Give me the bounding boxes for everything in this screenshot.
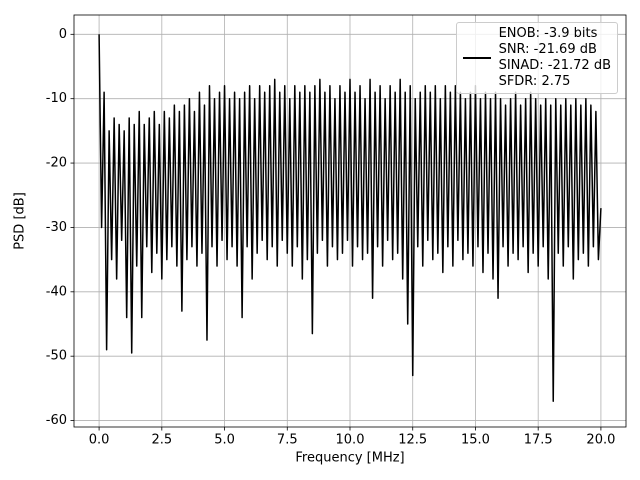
legend-swatch <box>462 57 491 59</box>
y-tick-label: -10 <box>46 91 67 106</box>
x-tick-label: 5.0 <box>214 433 235 448</box>
x-axis-label: Frequency [MHz] <box>295 451 404 466</box>
x-tick-label: 2.5 <box>151 433 172 448</box>
psd-line <box>98 34 602 402</box>
y-tick-label: -50 <box>46 349 67 364</box>
y-tick-label: -20 <box>46 156 67 171</box>
x-tick-label: 7.5 <box>277 433 298 448</box>
x-tick-label: 0.0 <box>89 433 110 448</box>
legend: ENOB: -3.9 bits SNR: -21.69 dB SINAD: -2… <box>455 22 618 94</box>
y-tick-label: -30 <box>46 220 67 235</box>
y-tick-label: 0 <box>59 27 67 42</box>
x-tick-label: 17.5 <box>524 433 553 448</box>
legend-label: ENOB: -3.9 bits SNR: -21.69 dB SINAD: -2… <box>498 26 611 89</box>
x-tick-label: 10.0 <box>336 433 365 448</box>
y-tick-label: -40 <box>46 284 67 299</box>
y-tick-label: -60 <box>46 413 67 428</box>
plot-frame <box>73 14 627 428</box>
x-tick-label: 20.0 <box>586 433 615 448</box>
x-tick-label: 12.5 <box>398 433 427 448</box>
y-axis-label: PSD [dB] <box>13 192 28 250</box>
x-tick-label: 15.0 <box>461 433 490 448</box>
